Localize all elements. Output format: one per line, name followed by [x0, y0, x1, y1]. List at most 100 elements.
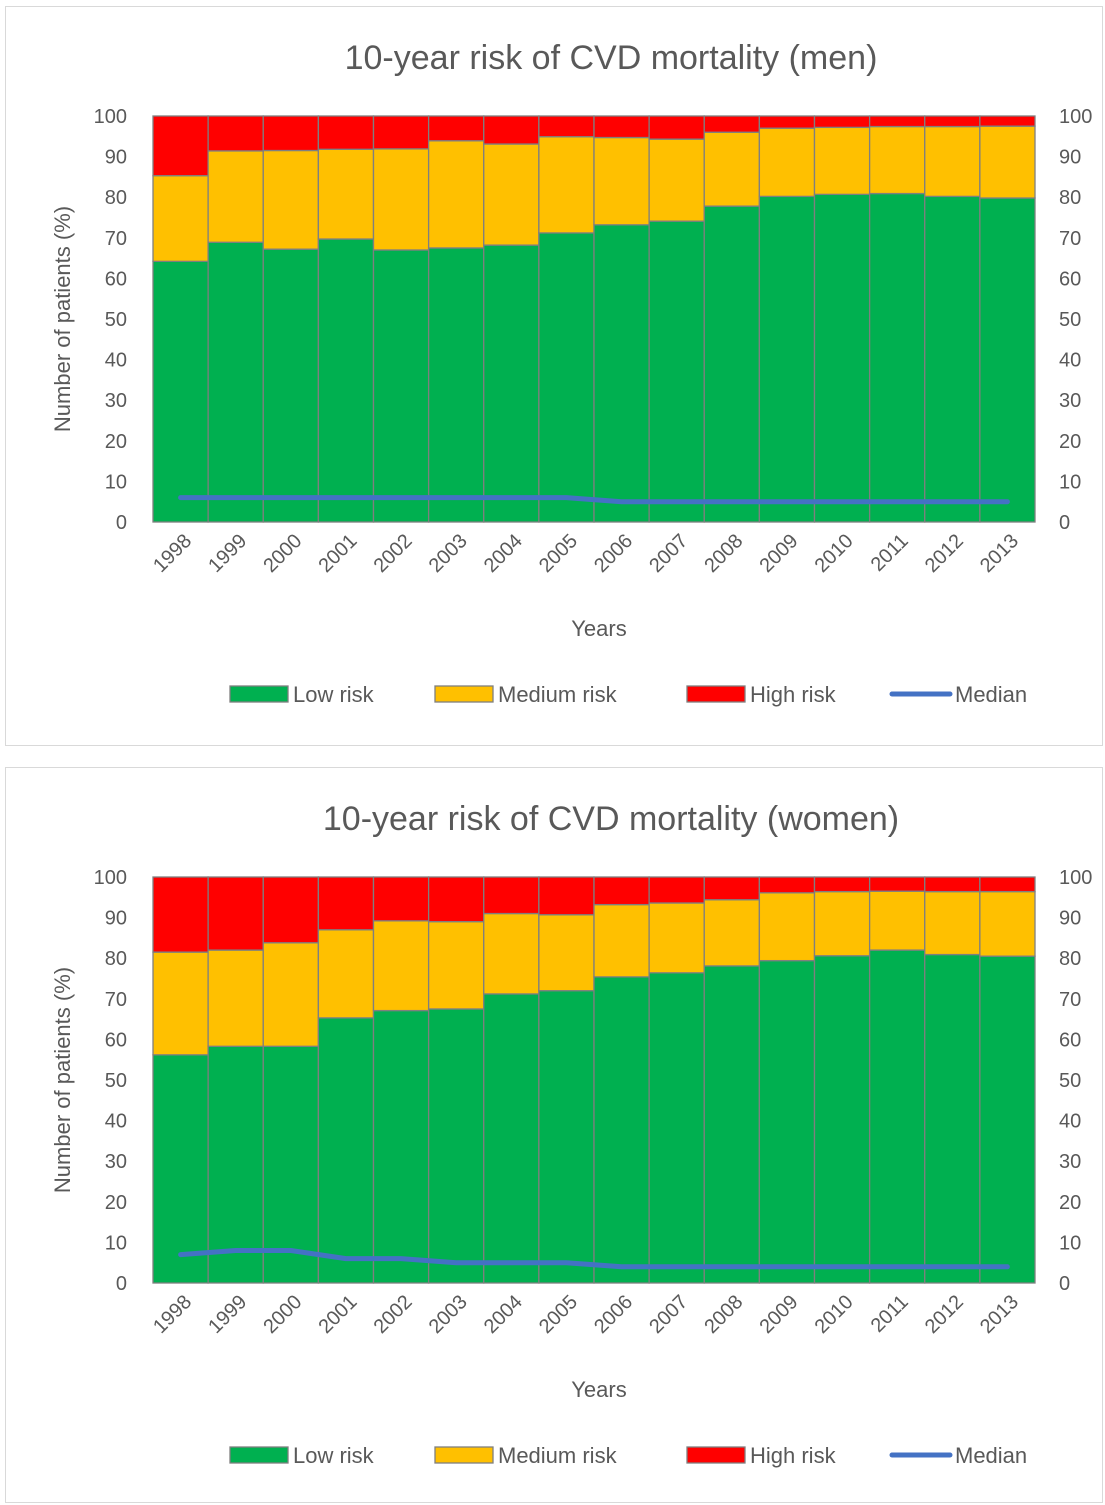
bar-medium-risk-2000 [262, 149, 320, 250]
y-axis-title: Number of patients (%) [50, 967, 75, 1193]
bar-high-risk-2009 [758, 115, 816, 129]
legend-label: High risk [750, 1443, 837, 1468]
bar-medium-risk-2008 [703, 131, 761, 207]
bar-low-risk-2012 [924, 195, 981, 523]
median-line [178, 1248, 1010, 1270]
bar-low-risk-2005 [538, 990, 595, 1284]
bar-medium-risk-2001 [317, 929, 375, 1019]
bar-medium-risk-2007 [648, 138, 705, 222]
x-tick-label: 2009 [755, 1291, 802, 1338]
x-tick-label: 2013 [976, 1291, 1023, 1338]
bar-medium-risk-2008 [703, 899, 761, 967]
secondary-y-tick-label: 40 [1059, 350, 1081, 372]
bar-medium-risk-2013 [979, 890, 1036, 957]
bar-high-risk-2003 [427, 115, 485, 142]
bar-low-risk-1999 [207, 241, 264, 523]
x-tick-label: 2010 [811, 530, 858, 577]
x-axis-title: Years [571, 616, 626, 641]
bar-low-risk-2008 [703, 965, 761, 1284]
y-tick-label: 30 [105, 1151, 127, 1173]
x-tick-label: 2011 [867, 530, 913, 576]
y-tick-label: 80 [105, 948, 127, 970]
bar-high-risk-2010 [813, 115, 871, 129]
bar-medium-risk-2002 [372, 148, 430, 251]
legend-label: High risk [750, 682, 837, 707]
chart-men: 10-year risk of CVD mortality (men) 0 10 20… [50, 39, 1092, 707]
secondary-y-tick-label: 40 [1059, 1111, 1081, 1133]
x-tick-label: 2004 [480, 530, 527, 577]
legend-label: Median [955, 1443, 1027, 1468]
bar-low-risk-2003 [427, 247, 485, 523]
bar-medium-risk-2006 [593, 136, 650, 226]
x-tick-label: 1998 [149, 530, 196, 577]
bar-high-risk-2002 [372, 876, 430, 922]
legend-label: Medium risk [498, 682, 618, 707]
legend-label: Low risk [293, 1443, 375, 1468]
y-tick-label: 50 [105, 1070, 127, 1092]
bar-high-risk-2008 [703, 876, 761, 901]
bar-low-risk-1998 [152, 260, 209, 523]
x-tick-label: 2007 [645, 530, 692, 577]
secondary-y-tick-label: 60 [1059, 1029, 1081, 1051]
x-tick-label: 2005 [535, 530, 582, 577]
x-tick-label: 2009 [755, 530, 802, 577]
bar-low-risk-2002 [372, 1009, 430, 1284]
chart-women: 10-year risk of CVD mortality (women) 0 10… [50, 800, 1092, 1468]
secondary-y-tick-label: 50 [1059, 309, 1081, 331]
secondary-y-tick-label: 0 [1059, 1273, 1070, 1295]
x-tick-label: 2008 [700, 1291, 747, 1338]
legend-label: Median [955, 682, 1027, 707]
secondary-y-tick-label: 60 [1059, 268, 1081, 290]
bar-low-risk-2004 [483, 993, 540, 1284]
bar-low-risk-2008 [703, 205, 761, 523]
bar-medium-risk-2007 [648, 902, 705, 974]
legend-label: Medium risk [498, 1443, 618, 1468]
chart-title: 10-year risk of CVD mortality (women) [323, 800, 899, 838]
secondary-y-tick-label: 20 [1059, 431, 1081, 453]
bar-medium-risk-2002 [372, 920, 430, 1012]
bar-high-risk-2004 [483, 876, 540, 915]
bar-high-risk-2001 [317, 876, 375, 931]
bar-high-risk-2004 [483, 115, 540, 145]
bar-high-risk-2003 [427, 876, 485, 923]
bar-medium-risk-2004 [483, 912, 540, 995]
y-tick-label: 90 [105, 147, 127, 169]
bar-medium-risk-2012 [924, 125, 981, 198]
bar-high-risk-2002 [372, 115, 430, 150]
median-line [178, 495, 1010, 505]
y-tick-label: 100 [94, 106, 127, 128]
secondary-y-tick-label: 100 [1059, 106, 1092, 128]
bar-high-risk-2006 [593, 115, 650, 139]
legend-swatch-medium-risk [434, 685, 494, 703]
x-tick-label: 2013 [976, 530, 1023, 577]
y-tick-label: 10 [105, 1232, 127, 1254]
y-tick-label: 50 [105, 309, 127, 331]
legend-swatch-low-risk [229, 1446, 289, 1464]
bar-medium-risk-2009 [758, 127, 816, 198]
bar-low-risk-2010 [813, 193, 871, 523]
y-tick-label: 60 [105, 1029, 127, 1051]
bar-high-risk-1998 [152, 876, 209, 953]
chart-title: 10-year risk of CVD mortality (men) [345, 39, 878, 77]
secondary-y-tick-label: 80 [1059, 948, 1081, 970]
bar-low-risk-2006 [593, 976, 650, 1284]
legend-swatch-medium-risk [434, 1446, 494, 1464]
bar-low-risk-2009 [758, 195, 816, 523]
bar-low-risk-2007 [648, 972, 705, 1284]
secondary-y-tick-label: 90 [1059, 147, 1081, 169]
bar-high-risk-2013 [979, 876, 1036, 893]
x-axis-title: Years [571, 1377, 626, 1402]
bar-medium-risk-2006 [593, 903, 650, 978]
y-tick-label: 40 [105, 350, 127, 372]
bar-high-risk-2007 [648, 876, 705, 904]
x-tick-label: 2000 [259, 1291, 306, 1338]
bar-medium-risk-2009 [758, 892, 816, 962]
x-tick-label: 2005 [535, 1291, 582, 1338]
x-tick-label: 2006 [590, 530, 637, 577]
bar-low-risk-1999 [207, 1045, 264, 1284]
bar-low-risk-2013 [979, 955, 1036, 1284]
x-tick-label: 1998 [149, 1291, 196, 1338]
bar-medium-risk-2003 [427, 140, 485, 249]
bar-medium-risk-1998 [152, 175, 209, 262]
bar-medium-risk-2004 [483, 143, 540, 246]
